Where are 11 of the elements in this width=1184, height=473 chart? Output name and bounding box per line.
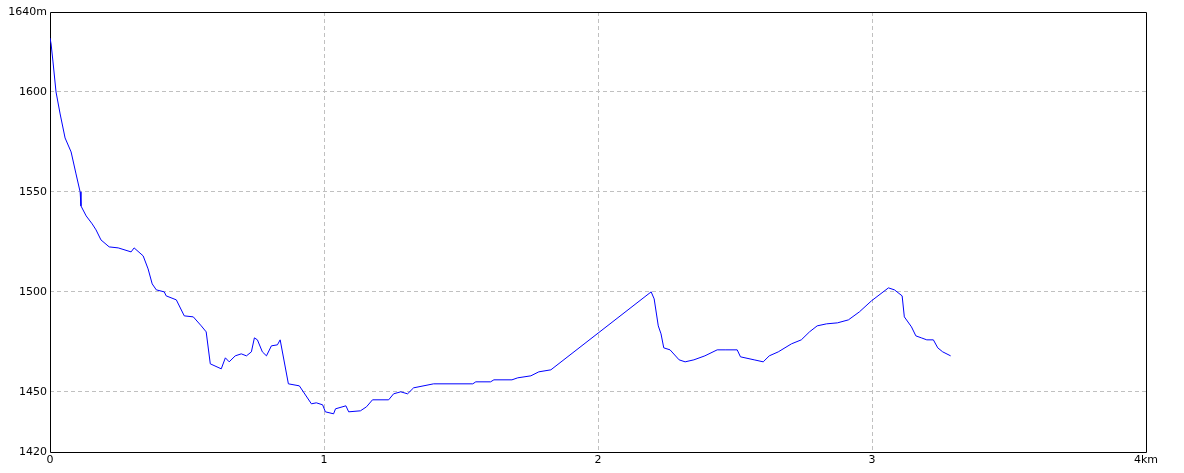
x-tick-label: 0 bbox=[46, 453, 54, 467]
y-tick-label: 1640m bbox=[8, 4, 47, 18]
x-tick-label: 4km bbox=[1133, 453, 1159, 467]
x-tick-label: 1 bbox=[320, 453, 328, 467]
y-tick-label: 1600 bbox=[19, 84, 47, 98]
x-tick-label: 3 bbox=[868, 453, 876, 467]
y-tick-label: 1450 bbox=[19, 384, 47, 398]
x-tick-label: 2 bbox=[594, 453, 602, 467]
y-tick-label: 1550 bbox=[19, 184, 47, 198]
y-tick-label: 1500 bbox=[19, 284, 47, 298]
y-tick-label: 1420 bbox=[19, 444, 47, 458]
